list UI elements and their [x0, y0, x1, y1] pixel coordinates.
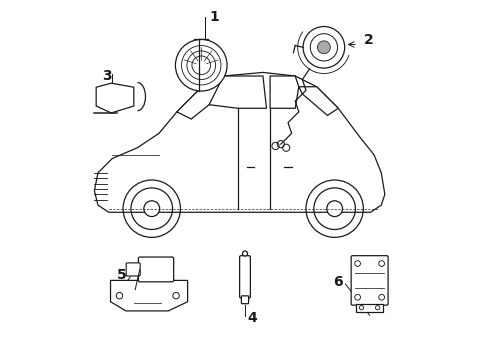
Polygon shape	[95, 72, 385, 212]
Text: 4: 4	[247, 311, 257, 325]
Circle shape	[144, 201, 160, 217]
FancyBboxPatch shape	[242, 296, 248, 304]
Polygon shape	[356, 304, 383, 312]
Text: 2: 2	[364, 33, 373, 47]
Text: 6: 6	[333, 275, 343, 289]
Circle shape	[303, 27, 344, 68]
FancyBboxPatch shape	[126, 263, 140, 276]
Polygon shape	[96, 83, 134, 113]
Text: 3: 3	[102, 69, 112, 83]
Circle shape	[318, 41, 330, 54]
Circle shape	[243, 251, 247, 256]
FancyBboxPatch shape	[138, 257, 173, 282]
Text: 5: 5	[117, 268, 126, 282]
Polygon shape	[111, 280, 188, 311]
FancyBboxPatch shape	[240, 256, 250, 298]
FancyBboxPatch shape	[351, 256, 388, 305]
Text: 1: 1	[210, 10, 220, 24]
Polygon shape	[299, 87, 338, 116]
Polygon shape	[209, 76, 267, 108]
Polygon shape	[270, 76, 299, 108]
Circle shape	[327, 201, 343, 217]
Circle shape	[175, 40, 227, 91]
Polygon shape	[177, 76, 234, 119]
